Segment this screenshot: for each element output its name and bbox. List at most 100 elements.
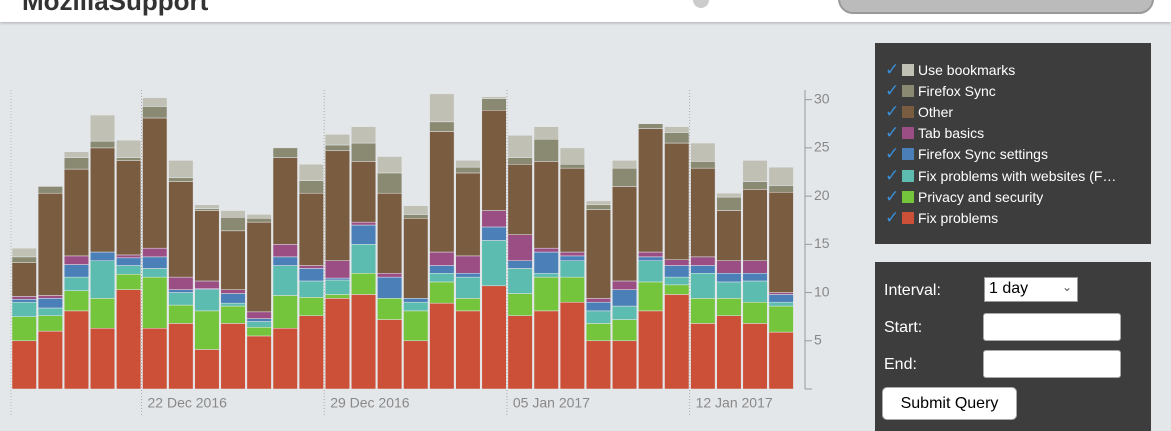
checkmark[interactable]: ✓ [885, 123, 900, 143]
y-tick-label: 30 [814, 90, 830, 106]
legend-label: Fix problems with websites (F… [918, 167, 1117, 184]
bar-segment [742, 189, 768, 261]
bar-segment [90, 147, 116, 253]
bar-segment [768, 331, 794, 390]
bar-segment [246, 318, 272, 322]
bar-segment [142, 106, 168, 119]
bar-segment [612, 340, 638, 390]
bar-segment [768, 305, 794, 333]
bar-segment [429, 121, 455, 132]
legend-label: Fix problems [918, 209, 999, 226]
bar-segment [351, 273, 377, 295]
bar-segment [377, 276, 403, 299]
bar-segment [690, 298, 716, 324]
bar-segment [690, 167, 716, 258]
bar-segment [716, 260, 742, 274]
bar-segment [533, 138, 559, 162]
bar-segment [638, 260, 664, 283]
bar-segment [11, 299, 37, 303]
search-box[interactable] [838, 0, 1154, 14]
bar-segment [716, 281, 742, 299]
legend-item[interactable]: ✓ Fix problems with websites (F… [885, 165, 1141, 186]
bar-segment [716, 298, 742, 316]
x-tick-label: 05 Jan 2017 [513, 395, 590, 411]
legend-item[interactable]: ✓ Privacy and security [885, 186, 1141, 207]
legend-item[interactable]: ✓ Use bookmarks [885, 59, 1141, 80]
bar-segment [768, 301, 794, 307]
bar-segment [90, 251, 116, 261]
bar-segment [246, 221, 272, 313]
checkmark[interactable]: ✓ [885, 59, 900, 79]
legend-item[interactable]: ✓ Firefox Sync [885, 80, 1141, 101]
bar-segment [90, 298, 116, 329]
legend-item[interactable]: ✓ Other [885, 101, 1141, 122]
bar-segment [168, 292, 194, 306]
bar-segment [298, 164, 324, 181]
bar-segment [429, 281, 455, 304]
bar-segment [768, 185, 794, 193]
bar-segment [272, 265, 298, 296]
bar-segment [429, 93, 455, 123]
bar-segment [194, 349, 220, 390]
checkmark[interactable]: ✓ [885, 80, 900, 100]
submit-button[interactable]: Submit Query [882, 387, 1017, 420]
legend-item[interactable]: ✓ Firefox Sync settings [885, 144, 1141, 165]
bar-segment [664, 276, 690, 286]
bar-segment [403, 298, 429, 303]
bar-segment [638, 256, 664, 261]
bar-segment [638, 281, 664, 312]
bar-segment [142, 97, 168, 107]
bar-segment [559, 167, 585, 253]
brand[interactable]: MozillaSupport [22, 0, 209, 16]
start-input[interactable] [983, 313, 1121, 341]
bar-segment [351, 244, 377, 274]
bar-segment [455, 276, 481, 299]
bar-segment [664, 265, 690, 278]
bar-segment [116, 265, 142, 275]
bar-segment [716, 192, 742, 198]
bar-segment [324, 144, 350, 152]
bar-segment [90, 260, 116, 299]
bar-segment [246, 321, 272, 328]
checkmark[interactable]: ✓ [885, 207, 900, 227]
bar-segment [298, 297, 324, 316]
bar-segment [429, 251, 455, 266]
bar-segment [37, 330, 63, 390]
bar-segment [585, 340, 611, 390]
checkmark[interactable]: ✓ [885, 165, 900, 185]
bar-segment [690, 256, 716, 266]
bar-segment [298, 192, 324, 266]
checkmark[interactable]: ✓ [885, 101, 900, 121]
bar-segment [507, 135, 533, 158]
bar-segment [664, 142, 690, 261]
bar-segment [298, 265, 324, 269]
checkmark[interactable]: ✓ [885, 144, 900, 164]
bar-segment [612, 160, 638, 169]
x-tick-label: 12 Jan 2017 [696, 395, 773, 411]
bar-segment [559, 255, 585, 261]
bar-segment [716, 196, 742, 211]
bar-segment [429, 273, 455, 283]
bar-segment [246, 218, 272, 223]
y-tick-label: 20 [814, 187, 830, 203]
legend-swatch [902, 211, 914, 224]
bar-segment [351, 142, 377, 162]
bar-segment [116, 289, 142, 390]
dropdown-arrow: ⌄ [1061, 280, 1072, 294]
bar-segment [742, 280, 768, 303]
legend-item[interactable]: ✓ Fix problems [885, 207, 1141, 228]
bar-segment [377, 172, 403, 194]
legend-item[interactable]: ✓ Tab basics [885, 123, 1141, 144]
bar-segment [37, 186, 63, 194]
bar-segment [377, 273, 403, 278]
end-input[interactable] [983, 350, 1121, 378]
interval-label: Interval: [884, 282, 941, 299]
bar-segment [559, 301, 585, 390]
bar-segment [63, 290, 89, 312]
bar-segment [585, 298, 611, 303]
bar-segment [377, 156, 403, 174]
interval-select[interactable]: 1 day ⌄ [984, 277, 1078, 302]
bar-segment [116, 257, 142, 266]
checkmark[interactable]: ✓ [885, 186, 900, 206]
